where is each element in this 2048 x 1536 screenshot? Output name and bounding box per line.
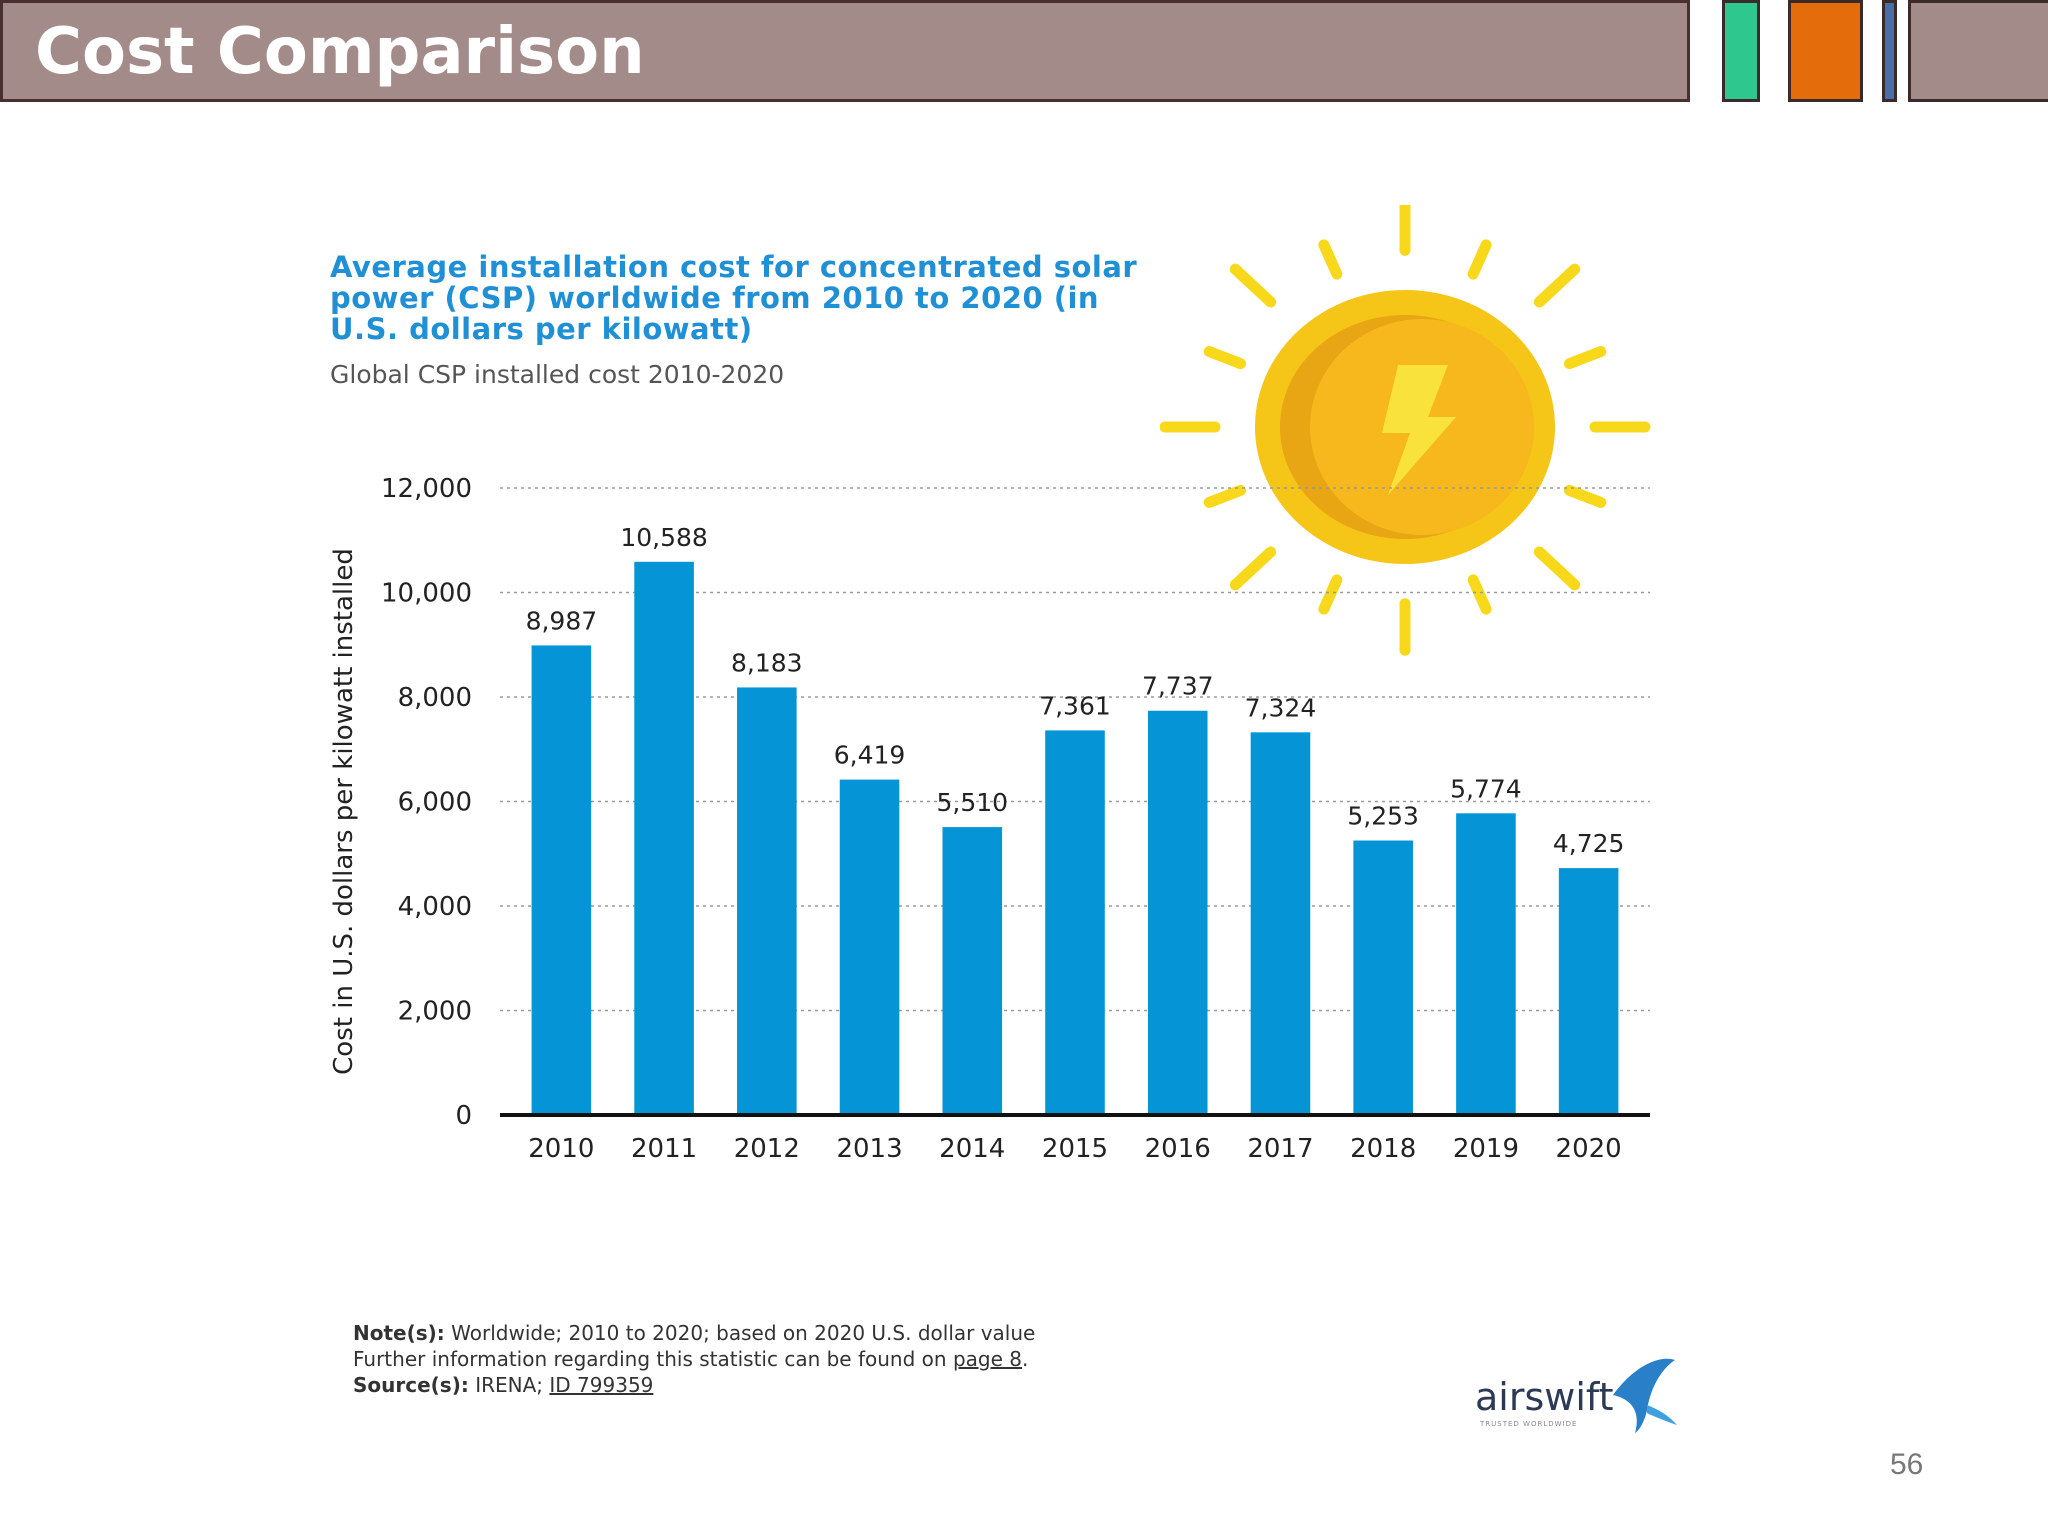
sun-ray	[1203, 484, 1247, 508]
data-label: 7,737	[1142, 672, 1214, 701]
data-label: 10,588	[620, 523, 707, 552]
y-tick-label: 0	[455, 1101, 472, 1131]
data-label: 7,361	[1039, 691, 1111, 720]
bar-2011	[634, 561, 694, 1115]
y-tick-label: 12,000	[381, 474, 472, 504]
source-label: Source(s):	[353, 1373, 469, 1397]
y-tick-label: 2,000	[398, 997, 472, 1027]
sun-ray	[1229, 263, 1277, 308]
bar-2012	[737, 687, 797, 1115]
sun-ray	[1563, 346, 1607, 370]
x-tick-label: 2012	[734, 1134, 800, 1164]
bar-2016	[1147, 710, 1208, 1115]
y-tick-label: 4,000	[398, 892, 472, 922]
x-tick-label: 2010	[528, 1134, 594, 1164]
sun-ray	[1533, 546, 1581, 591]
source-link[interactable]: ID 799359	[549, 1373, 654, 1397]
slide-title: Cost Comparison	[35, 15, 645, 89]
x-tick-label: 2018	[1350, 1134, 1416, 1164]
bar-2020	[1558, 868, 1619, 1115]
x-tick-label: 2013	[836, 1134, 902, 1164]
data-label: 8,183	[731, 648, 803, 677]
data-label: 5,510	[936, 788, 1008, 817]
lightning-bolt-icon	[1382, 365, 1456, 495]
y-tick-label: 6,000	[398, 788, 472, 818]
further-info-link[interactable]: page 8	[952, 1347, 1022, 1371]
source-text: IRENA;	[475, 1373, 544, 1397]
airswift-bird-icon	[1613, 1358, 1677, 1433]
bar-2018	[1353, 840, 1413, 1115]
airswift-logo: airswift TRUSTED WORLDWIDE	[1475, 1355, 1677, 1435]
y-tick-label: 8,000	[398, 683, 472, 713]
sun-ray	[1533, 263, 1581, 308]
bar-chart: 0 2,000 4,000 6,000 8,000 10,000 12,000 Cost in…	[329, 474, 1650, 1164]
decor-block-mauve	[1908, 0, 2048, 102]
y-axis-label: Cost in U.S. dollars per kilowatt instal…	[329, 548, 359, 1075]
decor-block-blue	[1882, 0, 1897, 102]
sun-ray	[1467, 239, 1492, 280]
x-tick-label: 2016	[1145, 1134, 1211, 1164]
sun-ray	[1318, 239, 1343, 280]
x-tick-label: 2015	[1042, 1134, 1108, 1164]
x-tick-label: 2020	[1556, 1134, 1622, 1164]
further-info-end: .	[1021, 1347, 1029, 1371]
x-tick-label: 2014	[939, 1134, 1005, 1164]
sun-ray	[1229, 546, 1277, 591]
page-number: 56	[1890, 1448, 1924, 1481]
bar-2014	[942, 827, 1003, 1115]
bar-2017	[1250, 732, 1311, 1115]
decor-block-green	[1722, 0, 1760, 102]
data-label: 7,324	[1245, 693, 1317, 722]
decor-block-orange	[1788, 0, 1863, 102]
data-label: 5,253	[1347, 802, 1419, 831]
further-info-text: Further information regarding this stati…	[353, 1347, 947, 1371]
note-label: Note(s):	[353, 1321, 445, 1345]
bar-2013	[839, 779, 900, 1115]
bar-2015	[1045, 730, 1105, 1115]
bar-2019	[1456, 813, 1516, 1115]
note-text: Worldwide; 2010 to 2020; based on 2020 U…	[451, 1321, 1036, 1345]
sun-ray	[1318, 574, 1343, 615]
data-label: 6,419	[834, 741, 906, 770]
chart-title: Average installation cost for concentrat…	[330, 250, 1138, 346]
logo-name: airswift	[1475, 1375, 1614, 1419]
x-tick-label: 2017	[1247, 1134, 1313, 1164]
data-label: 4,725	[1553, 829, 1625, 858]
slide-title-bar: Cost Comparison	[0, 0, 1690, 102]
logo-tagline: TRUSTED WORLDWIDE	[1480, 1420, 1578, 1428]
chart-notes: Note(s): Worldwide; 2010 to 2020; based …	[353, 1320, 1035, 1398]
sun-ray	[1563, 484, 1607, 508]
x-tick-label: 2019	[1453, 1134, 1519, 1164]
data-label: 8,987	[526, 606, 598, 635]
y-tick-label: 10,000	[381, 579, 472, 609]
data-label: 5,774	[1450, 774, 1522, 803]
x-tick-label: 2011	[631, 1134, 697, 1164]
sun-ray	[1203, 346, 1247, 370]
sun-icon	[1160, 205, 1651, 656]
bar-2010	[531, 645, 592, 1115]
sun-ray	[1467, 574, 1492, 615]
chart-subtitle: Global CSP installed cost 2010-2020	[330, 360, 785, 389]
